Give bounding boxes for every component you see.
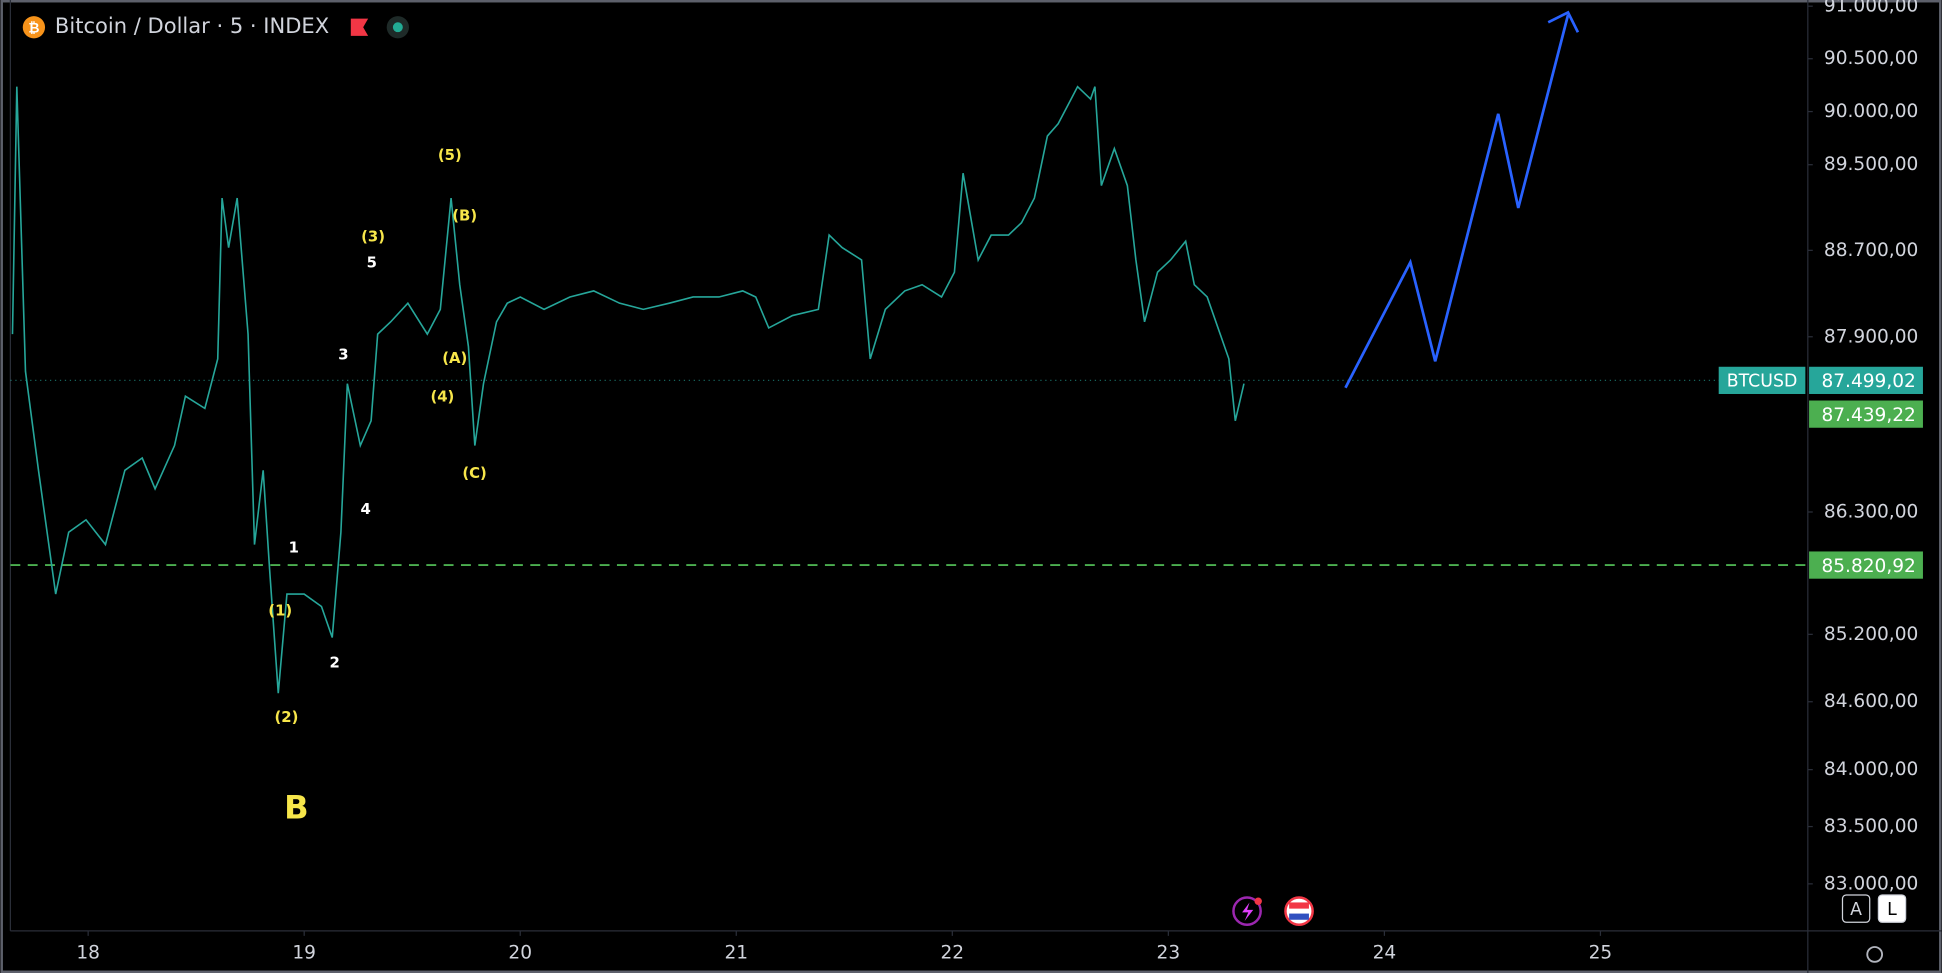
chart-title: Bitcoin / Dollar · 5 · INDEX [55, 13, 329, 38]
events-icon[interactable] [1232, 896, 1262, 926]
y-tick-label: 88.700,00 [1824, 240, 1918, 261]
price-label-box [1809, 366, 1923, 394]
y-tick-label: 90.500,00 [1824, 48, 1918, 69]
wave-label: 4 [360, 500, 370, 518]
symbol-label: BTCUSD [1727, 372, 1798, 392]
x-tick-label: 25 [1589, 943, 1613, 964]
projection-arrowhead [1547, 10, 1580, 33]
scale-button-box[interactable] [1841, 894, 1871, 923]
us-flag-stripe [1289, 913, 1309, 920]
events-badge [1254, 897, 1262, 905]
y-tick-label: 89.500,00 [1824, 154, 1918, 175]
events-bolt [1242, 902, 1254, 922]
wave-label: (3) [361, 228, 385, 246]
wave-label: 2 [330, 654, 340, 672]
y-tick-label: 87.900,00 [1824, 326, 1918, 347]
projection-line [1344, 14, 1570, 389]
scale-button[interactable]: L [1887, 900, 1897, 920]
x-tick-label: 18 [76, 943, 100, 964]
price-line [11, 85, 1245, 694]
price-label: 87.439,22 [1821, 405, 1915, 426]
price-label: 87.499,02 [1821, 371, 1915, 392]
price-label-box [1809, 400, 1923, 428]
wave-label: 3 [338, 345, 348, 363]
x-tick-label: 23 [1157, 943, 1181, 964]
x-tick-label: 24 [1373, 943, 1397, 964]
y-tick-label: 86.300,00 [1824, 501, 1918, 522]
wave-label: (2) [274, 708, 298, 726]
wave-label: 5 [367, 254, 377, 272]
y-tick-label: 85.200,00 [1824, 624, 1918, 645]
flag-icon [350, 18, 369, 36]
y-tick-label: 83.000,00 [1824, 873, 1918, 894]
wave-label: B [284, 789, 309, 827]
wave-label: (A) [442, 349, 467, 367]
y-tick-label: 91.000,00 [1824, 0, 1918, 17]
y-tick-label: 83.500,00 [1824, 816, 1918, 837]
y-tick-label: 84.000,00 [1824, 759, 1918, 780]
symbol-label-box [1718, 366, 1806, 394]
x-tick-label: 21 [724, 943, 748, 964]
price-label: 85.820,92 [1821, 556, 1915, 577]
wave-label: 1 [289, 538, 299, 556]
x-tick-label: 20 [508, 943, 532, 964]
bitcoin-symbol: ₿ [28, 20, 39, 36]
wave-label: (C) [462, 464, 486, 482]
x-tick-label: 22 [941, 943, 965, 964]
x-tick-label: 19 [292, 943, 316, 964]
us-flag-stripe [1289, 902, 1309, 909]
us-flag-icon[interactable] [1284, 896, 1314, 926]
price-label-box [1809, 551, 1923, 579]
wave-label: (B) [452, 207, 477, 225]
wave-label: (1) [268, 602, 292, 620]
y-tick-label: 90.000,00 [1824, 101, 1918, 122]
scale-button[interactable]: A [1850, 900, 1862, 920]
wave-label: (5) [438, 146, 462, 164]
scale-button-box[interactable] [1877, 894, 1907, 923]
bitcoin-icon [22, 16, 46, 39]
wave-label: (4) [430, 387, 454, 405]
settings-icon[interactable] [1866, 946, 1884, 963]
status-dot [392, 22, 403, 33]
y-tick-label: 84.600,00 [1824, 691, 1918, 712]
